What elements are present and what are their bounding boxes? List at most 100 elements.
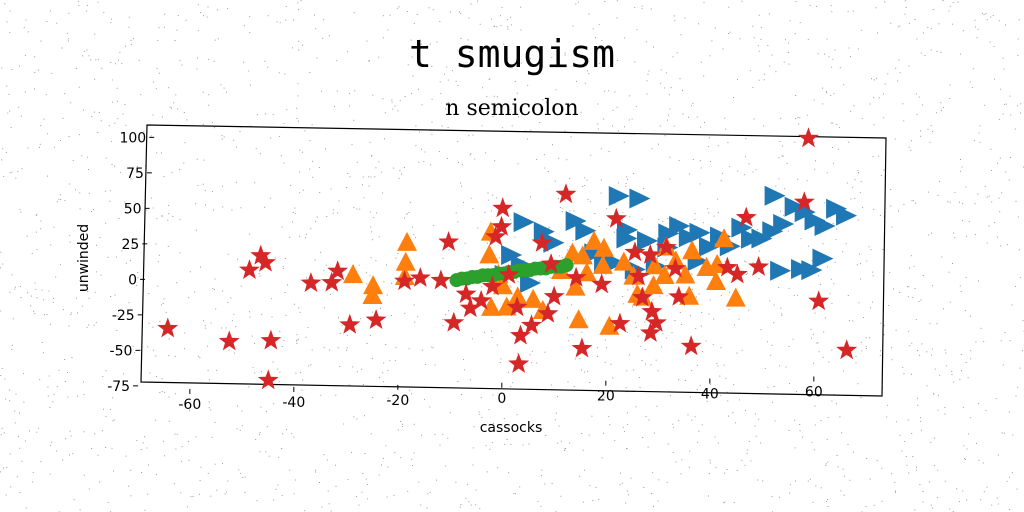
data-point-triangle-up [397, 231, 418, 251]
data-point-triangle-right [678, 227, 700, 248]
data-point-star [157, 317, 179, 338]
figure-suptitle: t smugism [409, 32, 615, 76]
y-tick-label: 50 [124, 201, 142, 217]
plot-border [140, 124, 887, 397]
data-point-triangle-up [706, 271, 727, 290]
data-point-triangle-up [523, 288, 544, 308]
data-point-triangle-up [496, 296, 517, 316]
data-point-triangle-right [751, 228, 773, 249]
data-point-star [543, 285, 565, 306]
data-point-star [482, 275, 503, 296]
data-point-triangle-right [604, 252, 626, 273]
data-point-star [506, 296, 528, 317]
data-point-triangle-right [533, 221, 555, 242]
data-point-star [218, 330, 240, 351]
data-point-triangle-right [814, 215, 836, 236]
data-point-star [668, 285, 690, 306]
data-point-star [260, 329, 282, 350]
y-axis-label: unwinded [76, 224, 92, 292]
data-point-star [726, 263, 748, 284]
data-point-triangle-up [568, 309, 589, 329]
data-point-triangle-right [801, 260, 823, 281]
data-point-star [748, 256, 770, 276]
data-point-triangle-right [812, 248, 834, 269]
data-point-star [300, 272, 322, 292]
data-point-star [639, 244, 661, 264]
axes-frame [140, 124, 887, 397]
data-point-triangle-up [714, 228, 735, 248]
data-point-star [571, 337, 593, 358]
series-star [157, 127, 858, 390]
data-point-star [485, 225, 507, 246]
data-point-triangle-right [629, 188, 651, 209]
data-point-triangle-right [520, 272, 542, 293]
data-point-triangle-up [593, 237, 614, 257]
data-point-triangle-up [362, 285, 383, 305]
x-tick-label: 40 [701, 387, 719, 403]
data-point-star [239, 259, 260, 279]
data-point-triangle-up [584, 230, 605, 250]
data-point-star [339, 313, 361, 334]
data-point-star [735, 206, 757, 227]
data-point-star [641, 300, 663, 321]
data-point-star [836, 339, 858, 360]
data-point-star [645, 311, 667, 332]
x-axis-label: cassocks [480, 420, 543, 436]
data-point-triangle-right [764, 185, 786, 206]
data-point-star [443, 311, 465, 332]
data-point-star [498, 263, 520, 284]
data-point-triangle-up [565, 276, 586, 296]
data-point-star [808, 290, 830, 311]
data-point-triangle-up [507, 286, 528, 306]
data-point-triangle-right [669, 216, 691, 237]
data-point-triangle-up [592, 254, 613, 274]
data-point-triangle-up [395, 251, 416, 271]
data-point-star [655, 236, 677, 257]
data-point-triangle-up [572, 245, 593, 265]
y-tick-label: 25 [121, 237, 139, 253]
data-point-star [255, 251, 276, 272]
y-tick-label: -50 [110, 343, 133, 359]
data-point-star [531, 232, 553, 252]
y-tick-label: 75 [126, 166, 144, 182]
data-point-triangle-right [689, 222, 711, 243]
data-point-triangle-up [479, 244, 500, 264]
data-point-triangle-up [682, 240, 703, 260]
data-point-star [555, 183, 577, 204]
data-point-triangle-up [679, 285, 700, 305]
data-point-triangle-right [770, 260, 792, 281]
data-point-star [537, 302, 559, 323]
data-point-star [491, 215, 512, 236]
data-point-star [438, 231, 460, 251]
data-point-triangle-up [481, 296, 502, 316]
data-points [157, 127, 858, 390]
data-point-star [455, 283, 477, 303]
x-tick-label: -60 [178, 397, 201, 413]
data-point-star [321, 271, 343, 292]
data-point-star [510, 324, 531, 345]
data-point-triangle-up [363, 275, 384, 295]
data-point-star [565, 266, 587, 287]
data-point-triangle-right [616, 228, 638, 249]
data-point-triangle-right [575, 220, 597, 241]
data-point-star [793, 191, 815, 212]
data-point-star [327, 260, 349, 281]
y-tick-label: 100 [119, 130, 146, 146]
data-point-star [631, 286, 653, 307]
data-point-triangle-right [731, 217, 753, 238]
data-point-triangle-right [637, 230, 659, 251]
data-point-circle [559, 258, 574, 273]
data-point-triangle-right [513, 212, 535, 233]
y-tick-label: -75 [107, 379, 130, 395]
data-point-triangle-up [725, 287, 746, 307]
y-tick-label: 0 [128, 272, 137, 288]
x-tick-label: 0 [497, 391, 506, 407]
data-point-triangle-right [501, 244, 523, 265]
data-point-star [508, 353, 530, 373]
data-point-star [680, 335, 702, 356]
data-point-star [716, 256, 738, 277]
data-point-triangle-right [565, 211, 587, 232]
data-point-star [540, 253, 562, 273]
data-point-triangle-right [608, 186, 630, 207]
axis-ticks: -60 -40 -20 0 20 40 60 -75 -50 -25 0 25 50 75 100 [107, 130, 823, 413]
